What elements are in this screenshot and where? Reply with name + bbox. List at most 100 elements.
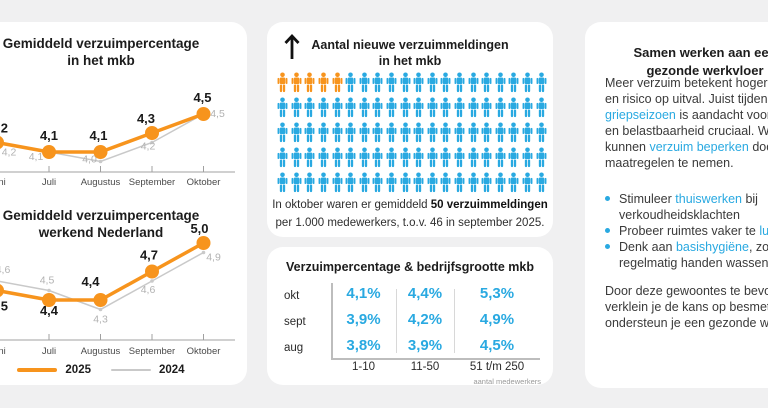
- table-value-cell: 5,3%: [479, 285, 515, 302]
- person-icon: [522, 97, 533, 118]
- table-value-cell: 4,4%: [407, 285, 443, 302]
- person-icon: [304, 97, 315, 118]
- table-rule: [331, 358, 540, 360]
- person-icon: [481, 172, 492, 193]
- person-icon: [277, 122, 288, 143]
- person-icon: [318, 172, 329, 193]
- svg-text:Juni: Juni: [0, 177, 6, 188]
- person-icon: [304, 122, 315, 143]
- person-icon: [427, 72, 438, 93]
- person-icon: [481, 147, 492, 168]
- svg-text:Juli: Juli: [42, 177, 56, 188]
- person-icon: [481, 72, 492, 93]
- person-icon: [495, 122, 506, 143]
- person-icon: [400, 147, 411, 168]
- text-line: per 1.000 medewerkers, t.o.v. 46 in sept…: [275, 217, 545, 230]
- svg-text:4,1: 4,1: [89, 128, 107, 143]
- person-icon: [291, 97, 302, 118]
- person-icon: [386, 122, 397, 143]
- svg-text:4,7: 4,7: [140, 248, 158, 263]
- person-icon: [291, 122, 302, 143]
- table-value-cell: 4,5%: [479, 337, 515, 354]
- person-icon: [372, 72, 383, 93]
- line-chart-mkb: Juni Juli Augustus September Oktober 4,2 4,1 4,…: [0, 90, 235, 188]
- table-value-cell: 4,2%: [407, 311, 443, 328]
- bullet-item: Stimuleer thuiswerken bij: [605, 191, 768, 207]
- person-icon: [495, 172, 506, 193]
- text-line: ondersteun je een gezonde werkvloer.: [605, 316, 768, 330]
- svg-text:September: September: [129, 177, 175, 188]
- person-icon: [454, 172, 465, 193]
- person-icon: [359, 172, 370, 193]
- verzuim-table-panel: Verzuimpercentage & bedrijfsgrootte mkb …: [267, 247, 553, 386]
- person-icon: [386, 172, 397, 193]
- person-icon: [345, 97, 356, 118]
- person-icon: [508, 72, 519, 93]
- svg-text:Augustus: Augustus: [81, 177, 121, 188]
- person-icon: [359, 72, 370, 93]
- person-icon: [386, 147, 397, 168]
- person-icon: [522, 72, 533, 93]
- person-icon: [427, 97, 438, 118]
- pictogram-title-line: Aantal nieuwe verzuimmeldingen: [311, 38, 509, 52]
- svg-text:4,4: 4,4: [40, 303, 59, 318]
- person-icon: [318, 147, 329, 168]
- chart-title-line: werkend Nederland: [38, 224, 164, 240]
- person-icon-highlighted: [304, 72, 315, 93]
- svg-text:4,5: 4,5: [0, 299, 8, 314]
- person-icon: [291, 147, 302, 168]
- person-icon: [332, 147, 343, 168]
- person-icon: [468, 122, 479, 143]
- person-icon: [508, 147, 519, 168]
- person-icon-highlighted: [318, 72, 329, 93]
- person-icon: [386, 97, 397, 118]
- person-icon: [304, 172, 315, 193]
- svg-text:4,9: 4,9: [206, 252, 221, 264]
- table-rule: [454, 289, 455, 353]
- person-icon: [427, 172, 438, 193]
- person-icon: [304, 147, 315, 168]
- svg-text:4,1: 4,1: [40, 128, 58, 143]
- up-arrow-icon: [283, 32, 301, 67]
- advice-bullet-list: Stimuleer thuiswerken bij verkoudheidskla…: [605, 191, 768, 271]
- person-icon: [372, 122, 383, 143]
- table-value-cell: 4,1%: [346, 285, 381, 302]
- person-icon: [427, 147, 438, 168]
- person-icon: [440, 72, 451, 93]
- person-icon: [332, 97, 343, 118]
- svg-text:4,4: 4,4: [81, 274, 100, 289]
- chart-title-werkend-nederland: Gemiddeld verzuimpercentage werkend Nede…: [0, 208, 247, 242]
- person-icon: [386, 72, 397, 93]
- person-icon: [522, 122, 533, 143]
- svg-text:4,2: 4,2: [0, 121, 8, 136]
- advice-title: Samen werken aan een gezonde werkvloer: [585, 44, 768, 79]
- legend-item-2024: 2024: [111, 364, 185, 376]
- table-row-label: sept: [284, 316, 306, 328]
- bullet-item-continuation: regelmatig handen wassen: [619, 256, 768, 270]
- bullet-item: Denk aan basishygiëne, zoals: [605, 239, 768, 255]
- svg-text:4,6: 4,6: [0, 264, 10, 276]
- svg-text:4,5: 4,5: [210, 108, 225, 120]
- person-icon: [481, 122, 492, 143]
- svg-text:4,6: 4,6: [141, 284, 156, 296]
- person-icon: [468, 97, 479, 118]
- table-column-header: 51 t/m 250: [469, 361, 525, 373]
- person-icon: [372, 172, 383, 193]
- person-icon-highlighted: [277, 72, 288, 93]
- person-icon: [318, 122, 329, 143]
- svg-text:4,5: 4,5: [40, 275, 55, 287]
- person-icon: [332, 122, 343, 143]
- verzuim-line-charts-panel: Gemiddeld verzuimpercentage in het mkb J…: [0, 22, 247, 385]
- person-icon: [413, 97, 424, 118]
- person-icon: [536, 122, 547, 143]
- person-icon: [277, 172, 288, 193]
- person-icon: [508, 172, 519, 193]
- person-icon: [440, 172, 451, 193]
- bullet-dot-icon: [605, 196, 610, 201]
- person-icon-highlighted: [332, 72, 343, 93]
- person-icon: [440, 122, 451, 143]
- verzuimmeldingen-pictogram-panel: Aantal nieuwe verzuimmeldingen in het mk…: [267, 22, 553, 237]
- person-icon: [522, 172, 533, 193]
- svg-text:4,3: 4,3: [137, 111, 155, 126]
